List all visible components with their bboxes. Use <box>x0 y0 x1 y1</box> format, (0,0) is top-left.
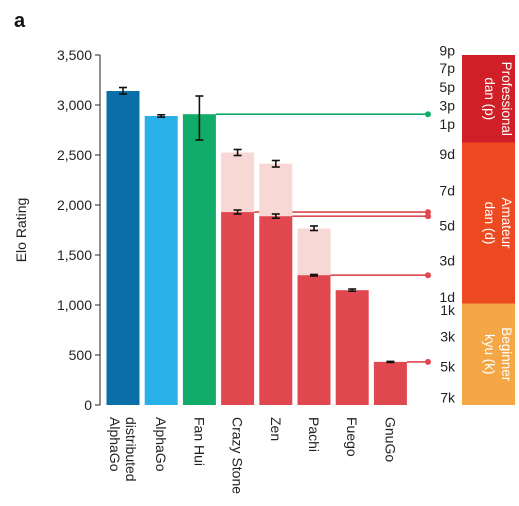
bars <box>106 91 407 405</box>
bar <box>373 361 407 405</box>
rank-label: 1p <box>439 116 455 132</box>
rank-band-label: kyu (k) <box>482 334 497 375</box>
panel-label: a <box>14 10 26 32</box>
bar <box>106 91 140 405</box>
rank-label: 5p <box>439 79 455 95</box>
error-bars <box>119 86 395 364</box>
y-tick-label: 1,500 <box>57 247 92 263</box>
rank-label: 7p <box>439 60 455 76</box>
y-axis: 0 500 1,000 1,500 2,000 2,500 3,000 3,500 <box>57 47 101 413</box>
y-tick-label: 3,000 <box>57 97 92 113</box>
category-label: Zen <box>268 417 284 441</box>
y-tick-label: 0 <box>84 397 92 413</box>
connector-lines <box>215 111 431 365</box>
y-tick-label: 500 <box>69 347 93 363</box>
rank-label: 7d <box>439 183 455 199</box>
category-label: AlphaGo <box>107 417 123 472</box>
rank-band-label: dan (p) <box>482 77 497 120</box>
category-label: distributed <box>123 417 139 482</box>
rank-band <box>462 142 515 304</box>
category-label: GnuGo <box>382 417 398 462</box>
upper-bar <box>297 228 331 276</box>
y-tick-label: 2,000 <box>57 197 92 213</box>
rank-label: 7k <box>440 390 456 406</box>
category-label: Crazy Stone <box>230 417 246 494</box>
rank-label: 3k <box>440 329 456 345</box>
bar <box>259 216 293 405</box>
rank-label: 1d <box>439 289 455 305</box>
rank-band-label: dan (d) <box>482 202 497 245</box>
bar <box>297 275 331 405</box>
rank-label: 5k <box>440 359 456 375</box>
connector-dot <box>425 358 431 365</box>
connector-dot <box>425 209 431 216</box>
rank-band-label: Amateur <box>499 197 514 249</box>
rank-label: 1k <box>440 302 456 318</box>
rank-band <box>462 55 515 143</box>
y-tick-label: 2,500 <box>57 147 92 163</box>
rank-label: 5d <box>439 218 455 234</box>
connector-dot <box>425 213 431 220</box>
bar <box>221 212 255 405</box>
bar <box>144 116 178 405</box>
rank-label: 3d <box>439 253 455 269</box>
rank-band-label: Beginner <box>499 327 514 382</box>
category-label: AlphaGo <box>153 417 169 472</box>
connector-dot <box>425 111 431 118</box>
bar <box>182 114 216 405</box>
rank-band <box>462 303 515 405</box>
y-tick-label: 1,000 <box>57 297 92 313</box>
category-label: Pachi <box>306 417 322 452</box>
bar <box>335 290 369 405</box>
upper-bar <box>221 152 255 213</box>
category-label: Fuego <box>344 417 360 457</box>
y-tick-label: 3,500 <box>57 47 92 63</box>
upper-bar <box>259 163 293 217</box>
category-labels: AlphaGo distributed AlphaGo Fan Hui Crazy St… <box>107 417 398 494</box>
y-axis-label: Elo Rating <box>13 198 29 263</box>
category-label: Fan Hui <box>191 417 207 466</box>
rank-label: 9d <box>439 146 455 162</box>
rank-label: 9p <box>439 43 455 59</box>
rank-label: 3p <box>439 98 455 114</box>
connector-dot <box>425 272 431 279</box>
rank-band-label: Professional <box>499 62 514 136</box>
